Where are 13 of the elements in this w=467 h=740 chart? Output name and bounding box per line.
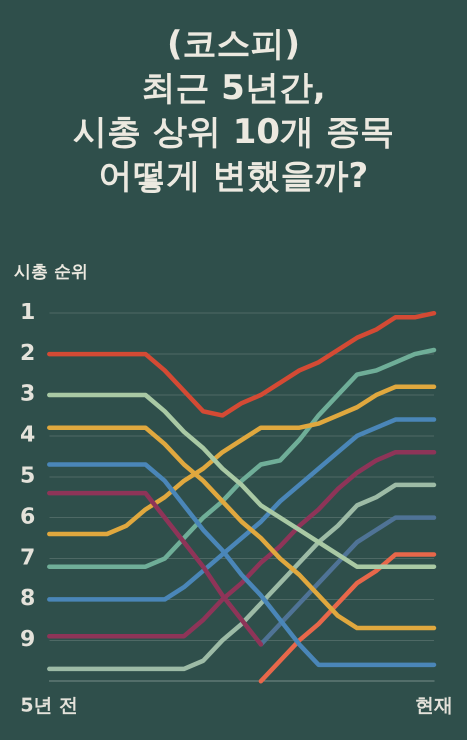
x-tick-label: 5년 전 bbox=[20, 694, 78, 717]
y-tick-label: 6 bbox=[20, 504, 36, 530]
y-tick-label: 3 bbox=[20, 382, 36, 407]
y-tick-label: 9 bbox=[20, 627, 36, 652]
chart-title: (코스피) 최근 5년간, 시총 상위 10개 종목 어떻게 변했을까? bbox=[72, 23, 395, 198]
y-tick-label: 4 bbox=[20, 422, 36, 448]
y-tick-label: 5 bbox=[20, 463, 36, 488]
y-tick-label: 8 bbox=[20, 586, 36, 612]
y-axis-title: 시총 순위 bbox=[14, 261, 89, 284]
y-tick-label: 2 bbox=[20, 340, 36, 366]
y-tick-label: 7 bbox=[20, 545, 36, 570]
x-tick-label: 현재 bbox=[415, 694, 453, 717]
y-tick-label: 1 bbox=[20, 300, 36, 325]
